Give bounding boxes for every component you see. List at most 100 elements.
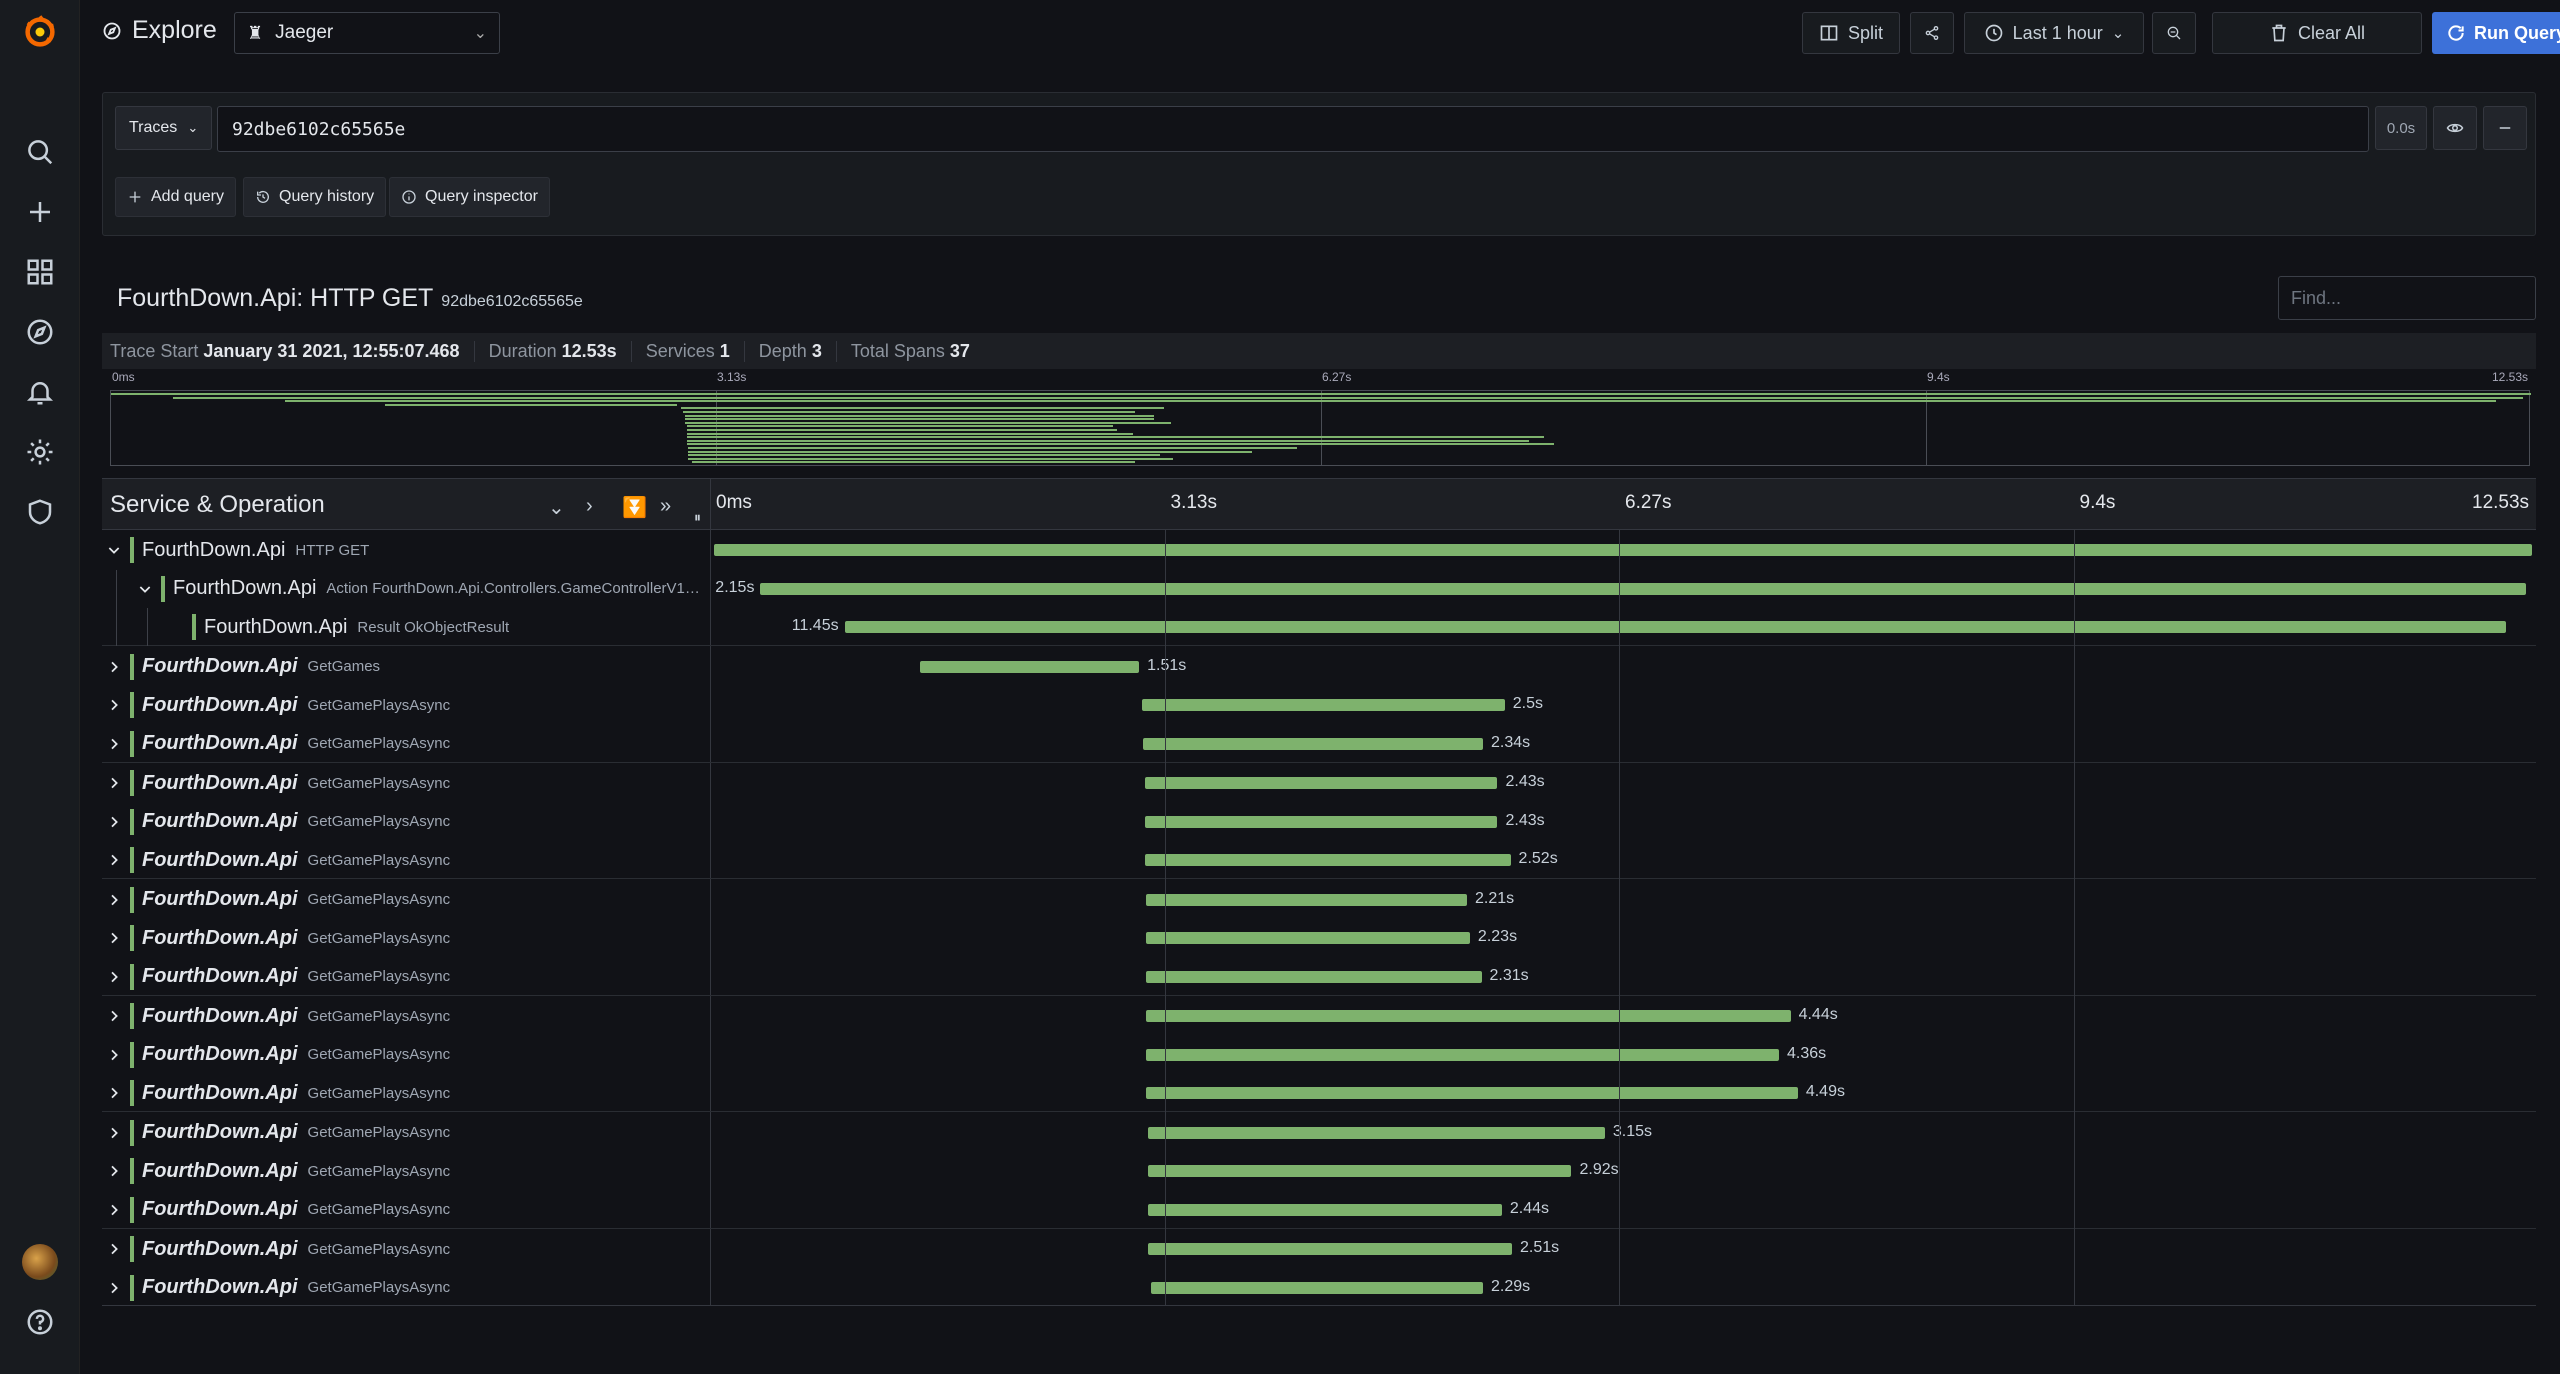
span-row[interactable]: FourthDown.Api GetGamePlaysAsync 2.43s [102,764,2536,802]
query-inspector-button[interactable]: Query inspector [389,177,550,217]
run-query-button[interactable]: Run Query ⌄ [2432,12,2560,54]
split-button[interactable]: Split [1802,12,1900,54]
chevron-right-icon[interactable] [106,1230,122,1268]
avatar[interactable] [22,1244,58,1280]
span-bar[interactable] [760,582,2527,595]
chevron-right-icon[interactable] [106,1074,122,1112]
span-row[interactable]: FourthDown.Api GetGamePlaysAsync 2.31s [102,958,2536,996]
span-label[interactable]: FourthDown.Api GetGamePlaysAsync [142,686,702,724]
span-row[interactable]: FourthDown.Api GetGamePlaysAsync 4.44s [102,997,2536,1035]
span-label[interactable]: FourthDown.Api GetGamePlaysAsync [142,1036,702,1074]
bell-icon[interactable] [22,374,58,410]
chevron-down-icon[interactable] [137,570,153,608]
span-row[interactable]: FourthDown.Api GetGamePlaysAsync 2.43s [102,803,2536,841]
span-label[interactable]: FourthDown.Api Action FourthDown.Api.Cont… [173,570,702,608]
chevron-right-icon[interactable] [106,997,122,1035]
remove-query-button[interactable] [2483,106,2527,150]
chevron-right-icon[interactable] [106,1191,122,1229]
toggle-visibility-button[interactable] [2433,106,2477,150]
clear-all-button[interactable]: Clear All [2212,12,2422,54]
query-type-select[interactable]: Traces ⌄ [115,106,213,150]
span-label[interactable]: FourthDown.Api GetGamePlaysAsync [142,803,702,841]
span-bar[interactable] [1144,854,1511,866]
span-bar[interactable] [1147,1243,1512,1255]
span-row[interactable]: FourthDown.Api GetGamePlaysAsync 2.34s [102,725,2536,763]
span-label[interactable]: FourthDown.Api GetGamePlaysAsync [142,1191,702,1229]
dashboards-icon[interactable] [22,254,58,290]
span-bar[interactable] [1147,1203,1502,1216]
collapse-all-icon[interactable]: ⏬ [622,497,647,519]
span-row[interactable]: FourthDown.Api Result OkObjectResult 11.45… [102,608,2536,646]
expand-one-icon[interactable]: › [586,495,593,517]
span-label[interactable]: FourthDown.Api HTTP GET [142,531,702,569]
span-bar[interactable] [1146,1048,1779,1061]
chevron-right-icon[interactable] [106,803,122,841]
collapse-one-icon[interactable]: ⌄ [548,497,565,519]
span-row[interactable]: FourthDown.Api GetGamePlaysAsync 2.21s [102,881,2536,919]
chevron-right-icon[interactable] [106,648,122,686]
span-row[interactable]: FourthDown.Api GetGamePlaysAsync 2.51s [102,1230,2536,1268]
minimap-canvas[interactable] [110,390,2531,466]
span-bar[interactable] [1144,815,1498,828]
span-label[interactable]: FourthDown.Api GetGamePlaysAsync [142,1114,702,1152]
chevron-right-icon[interactable] [106,881,122,919]
chevron-right-icon[interactable] [106,919,122,957]
grafana-logo-icon[interactable] [22,14,58,50]
help-icon[interactable] [22,1304,58,1340]
span-bar[interactable] [920,660,1140,673]
chevron-right-icon[interactable] [106,1114,122,1152]
span-bar[interactable] [844,621,2506,633]
span-label[interactable]: FourthDown.Api GetGamePlaysAsync [142,1230,702,1268]
span-bar[interactable] [1146,932,1470,944]
span-label[interactable]: FourthDown.Api GetGamePlaysAsync [142,764,702,802]
chevron-right-icon[interactable] [106,764,122,802]
search-icon[interactable] [22,134,58,170]
span-row[interactable]: FourthDown.Api HTTP GET [102,531,2536,569]
expand-all-icon[interactable]: » [660,495,672,517]
plus-icon[interactable] [22,194,58,230]
span-bar[interactable] [1146,1087,1798,1099]
span-label[interactable]: FourthDown.Api Result OkObjectResult [204,608,702,646]
span-row[interactable]: FourthDown.Api GetGamePlaysAsync 2.44s [102,1191,2536,1229]
span-label[interactable]: FourthDown.Api GetGamePlaysAsync [142,1074,702,1112]
span-row[interactable]: FourthDown.Api GetGamePlaysAsync 2.23s [102,919,2536,957]
span-bar[interactable] [1150,1281,1483,1294]
gear-icon[interactable] [22,434,58,470]
span-label[interactable]: FourthDown.Api GetGamePlaysAsync [142,997,702,1035]
span-row[interactable]: FourthDown.Api Action FourthDown.Api.Cont… [102,569,2536,608]
span-row[interactable]: FourthDown.Api GetGamePlaysAsync 2.29s [102,1269,2536,1307]
span-row[interactable]: FourthDown.Api GetGamePlaysAsync 3.15s [102,1114,2536,1152]
share-button[interactable] [1910,12,1954,54]
span-bar[interactable] [1146,970,1482,983]
span-label[interactable]: FourthDown.Api GetGamePlaysAsync [142,919,702,957]
span-label[interactable]: FourthDown.Api GetGamePlaysAsync [142,841,702,879]
chevron-right-icon[interactable] [106,958,122,996]
span-row[interactable]: FourthDown.Api GetGamePlaysAsync 4.36s [102,1036,2536,1074]
span-row[interactable]: FourthDown.Api GetGamePlaysAsync 4.49s [102,1074,2536,1112]
chevron-right-icon[interactable] [106,1152,122,1190]
span-label[interactable]: FourthDown.Api GetGamePlaysAsync [142,881,702,919]
run-query-main[interactable]: Run Query [2432,12,2560,54]
span-bar[interactable] [1146,893,1467,906]
span-bar[interactable] [1142,699,1505,711]
zoom-out-button[interactable] [2152,12,2196,54]
compass-icon[interactable] [22,314,58,350]
span-label[interactable]: FourthDown.Api GetGamePlaysAsync [142,1152,702,1190]
span-row[interactable]: FourthDown.Api GetGames 1.51s [102,648,2536,686]
datasource-picker[interactable]: ♜ Jaeger ⌄ [234,12,500,54]
span-bar[interactable] [1146,1010,1791,1022]
span-bar[interactable] [1144,777,1498,789]
shield-icon[interactable] [22,494,58,530]
chevron-right-icon[interactable] [106,1036,122,1074]
time-range-picker[interactable]: Last 1 hour ⌄ [1964,12,2144,54]
span-row[interactable]: FourthDown.Api GetGamePlaysAsync 2.92s [102,1152,2536,1190]
add-query-button[interactable]: Add query [115,177,236,217]
trace-minimap[interactable]: 0ms 3.13s 6.27s 9.4s 12.53s [102,370,2536,472]
trace-id-input[interactable]: 92dbe6102c65565e [217,106,2369,152]
span-label[interactable]: FourthDown.Api GetGames [142,648,702,686]
span-bar[interactable] [714,544,2532,556]
query-history-button[interactable]: Query history [243,177,387,217]
chevron-right-icon[interactable] [106,686,122,724]
chevron-right-icon[interactable] [106,1269,122,1307]
span-label[interactable]: FourthDown.Api GetGamePlaysAsync [142,725,702,763]
